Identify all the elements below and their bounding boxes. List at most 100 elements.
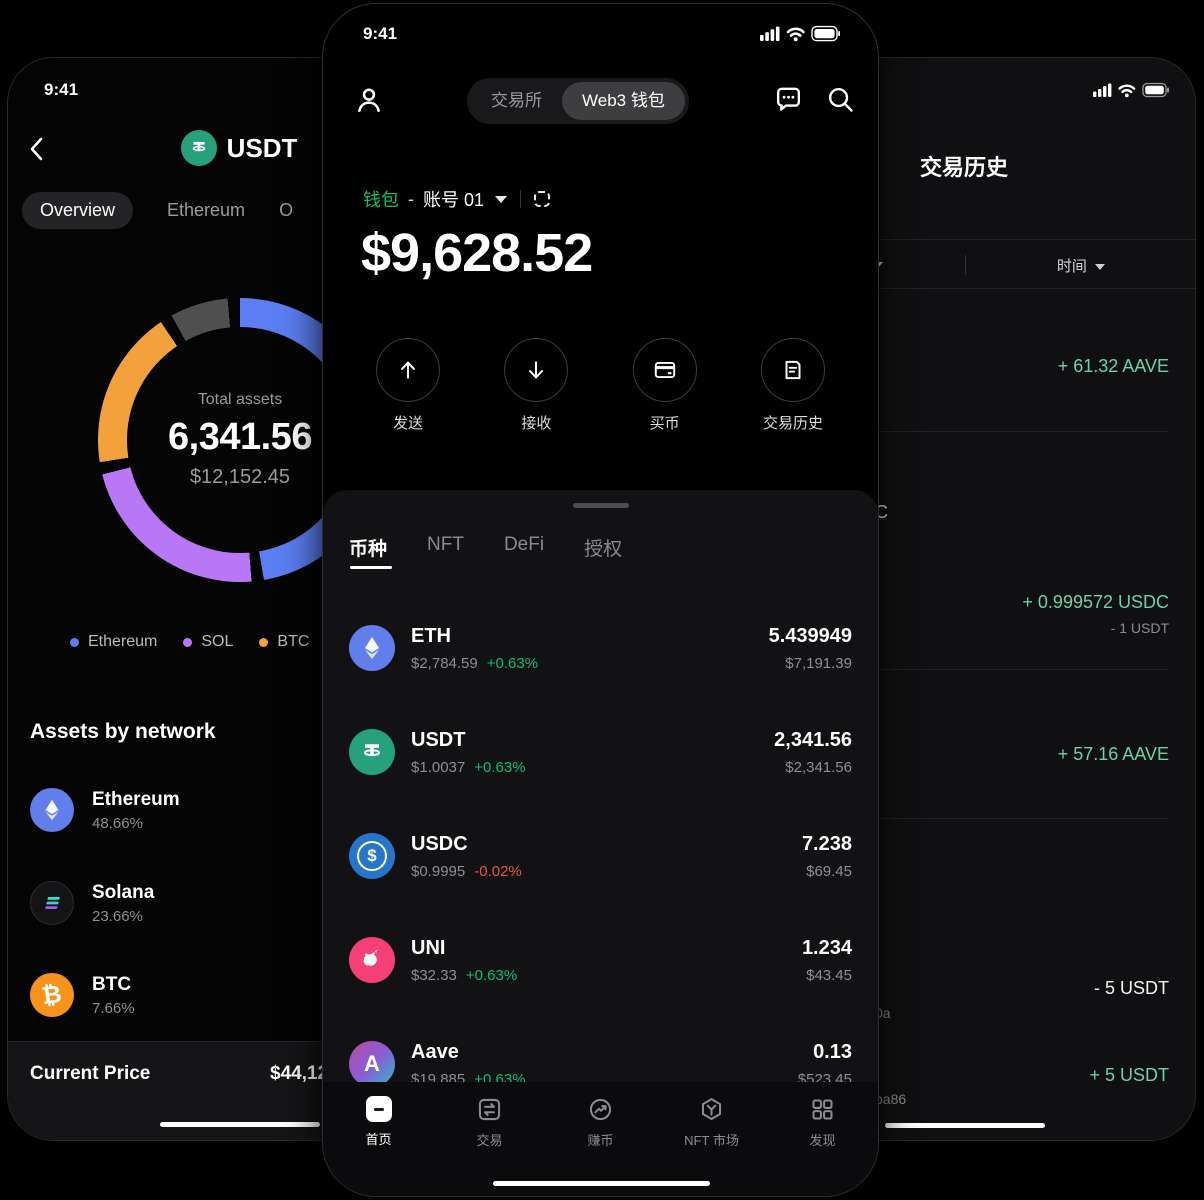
nav-label: 交易 [476,1133,503,1148]
tx-amount[interactable]: + 61.32 AAVE [1057,356,1169,376]
btc-glyph: ₿ [40,979,64,1010]
tab-ethereum[interactable]: Ethereum [167,200,246,220]
document-icon [760,338,825,402]
tx-address-fragment: ba86 [875,1091,907,1107]
tab-defi[interactable]: DeFi [503,534,545,555]
search-button[interactable] [825,84,856,115]
coin-usd-value: $69.45 [806,862,852,880]
wifi-icon [786,27,805,42]
btc-icon: ₿ [30,973,74,1017]
solana-icon [30,881,74,925]
aave-icon: A [349,1041,395,1087]
arrow-up-icon [376,338,440,402]
ethereum-icon [30,788,74,832]
legend-item-ethereum: Ethereum [70,633,157,651]
coin-price: $2,784.59 [411,654,478,672]
filter-divider [965,255,966,275]
legend-item-sol: SOL [183,633,233,651]
coin-usd-value: $2,341.56 [785,758,852,776]
legend-label: BTC [277,633,310,650]
tx-amount[interactable]: - 5 USDT [1093,978,1169,998]
donut-legend: Ethereum SOL BTC [70,633,309,651]
person-icon [358,88,380,112]
network-row-ethereum[interactable]: Ethereum 48.66% [30,788,180,832]
receive-button[interactable]: 接收 [495,338,577,433]
section-heading: Assets by network [30,720,216,743]
network-name: Solana [92,881,155,903]
coin-row-usdt[interactable]: USDT $1.0037 +0.63% 2,341.56 $2,341.56 [323,700,878,804]
action-label: 发送 [392,415,423,432]
coin-row-uni[interactable]: UNI $32.33 +0.63% 1.234 $43.45 [323,908,878,1012]
tx-amount[interactable]: + 5 USDT [1089,1065,1169,1085]
profile-button[interactable] [353,84,385,116]
home-indicator[interactable] [160,1122,320,1127]
network-row-btc[interactable]: ₿ BTC 7.66% [30,973,135,1017]
tab-approvals[interactable]: 授权 [584,539,623,560]
network-pct: 7.66% [92,999,135,1017]
bottom-nav: 首页 交易 赚币 [323,1082,878,1196]
legend-dot-purple [183,637,193,647]
segment-exchange[interactable]: 交易所 [491,91,542,110]
coin-row-eth[interactable]: ETH $2,784.59 +0.63% 5.439949 $7,191.39 [323,596,878,700]
row-divider [759,818,1169,819]
signal-icon [1093,83,1112,97]
home-indicator[interactable] [885,1123,1045,1128]
wallet-label: 钱包 [363,190,399,210]
account-selector[interactable]: 钱包 - 账号 01 [363,186,551,212]
battery-icon [1142,82,1169,98]
action-label: 接收 [521,415,552,432]
back-button[interactable] [28,136,44,162]
legend-dot-orange [259,637,269,647]
tab-coins[interactable]: 币种 [349,534,392,569]
eth-icon [349,625,395,671]
tab-overview[interactable]: Overview [22,192,134,229]
chevron-down-icon [495,195,508,203]
drag-handle[interactable] [572,503,629,508]
nav-nft-market[interactable]: NFT 市场 [656,1096,767,1196]
tab-nft[interactable]: NFT [427,534,464,555]
history-title: 交易历史 [919,155,1008,180]
coin-row-usdc[interactable]: $ USDC $0.9995 -0.02% 7.238 $69.45 [323,804,878,908]
page-title-label: USDT [226,132,298,163]
nav-earn[interactable]: 赚币 [545,1096,656,1196]
usdc-glyph: $ [357,841,387,871]
donut-center: Total assets 6,341.56 $12,152.45 [127,327,353,553]
active-tab-underline [350,566,392,569]
nav-home[interactable]: 首页 [323,1096,434,1196]
filter-time-dropdown[interactable]: 时间 [965,255,1195,276]
send-button[interactable]: 发送 [367,338,449,433]
network-row-solana[interactable]: Solana 23.66% [30,881,154,925]
tx-sub-amount: - 1 USDT [1110,620,1169,636]
row-divider [759,431,1169,432]
address-scan-icon[interactable] [534,191,551,207]
segment-web3-wallet[interactable]: Web3 钱包 [562,82,685,120]
home-indicator[interactable] [493,1181,710,1186]
history-button[interactable]: 交易历史 [752,338,834,433]
coin-symbol: Aave [411,1040,459,1063]
tab-third-partial[interactable]: O [279,200,294,220]
status-icons [1093,82,1169,98]
wallet-separator: - [408,188,414,209]
chevron-down-icon [1095,264,1106,270]
legend-item-btc: BTC [259,633,309,651]
tx-amount[interactable]: + 57.16 AAVE [1057,744,1169,764]
arrow-down-icon [504,338,569,402]
nav-trade[interactable]: 交易 [434,1096,545,1196]
support-chat-button[interactable] [773,84,804,115]
nav-label: NFT 市场 [684,1133,739,1148]
current-price-value: $44,12 [270,1063,329,1084]
signal-icon [760,26,780,41]
action-label: 交易历史 [762,415,823,432]
card-icon [632,338,697,402]
donut-center-value: 6,341.56 [168,416,312,458]
donut-center-label: Total assets [197,391,283,408]
legend-dot-blue [70,637,79,647]
status-icons [760,25,840,42]
usdt-icon [349,729,395,775]
status-time: 9:41 [363,24,398,43]
nav-discover[interactable]: 发现 [767,1096,878,1196]
buy-crypto-button[interactable]: 买币 [624,338,706,433]
usdt-icon [180,130,217,166]
tx-amount[interactable]: + 0.999572 USDC [1022,592,1169,612]
